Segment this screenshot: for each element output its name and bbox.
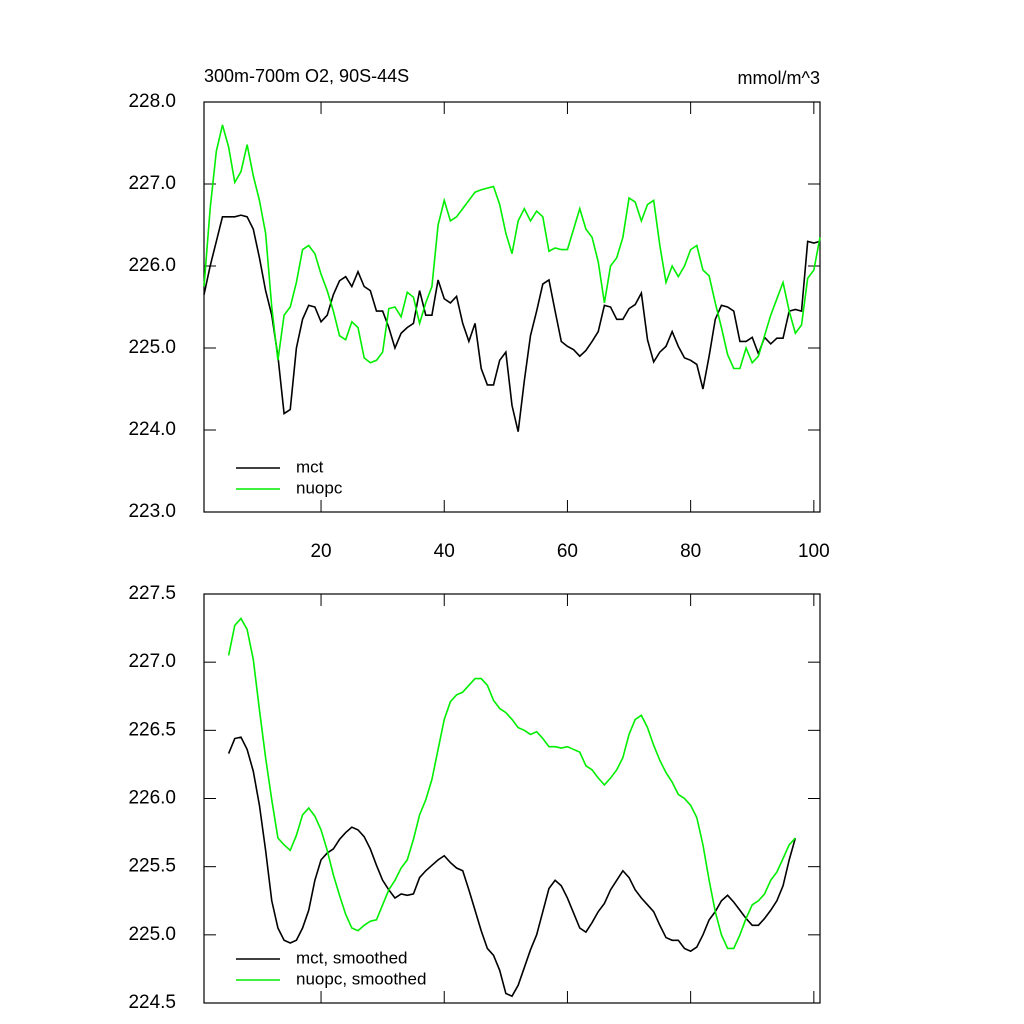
y-tick-label: 226.0: [128, 788, 176, 809]
y-tick-label: 227.0: [128, 173, 176, 194]
x-tick-label: 20: [310, 541, 331, 562]
y-tick-label: 224.0: [128, 419, 176, 440]
y-tick-label: 225.0: [128, 924, 176, 945]
x-tick-label: 60: [557, 541, 578, 562]
y-tick-label: 223.0: [128, 501, 176, 522]
y-tick-label: 228.0: [128, 91, 176, 112]
data-line: [203, 124, 821, 370]
y-tick-label: 224.5: [128, 992, 176, 1013]
data-line: [203, 214, 821, 432]
units-label: mmol/m^3: [738, 68, 820, 88]
plot-frame: [203, 101, 821, 513]
y-tick-label: 225.5: [128, 856, 176, 877]
y-tick-label: 225.0: [128, 337, 176, 358]
y-tick-label: 226.5: [128, 719, 176, 740]
data-line: [227, 736, 797, 998]
y-tick-label: 227.5: [128, 583, 176, 604]
plot-frame: [203, 593, 821, 1004]
y-tick-label: 227.0: [128, 651, 176, 672]
y-tick-label: 226.0: [128, 255, 176, 276]
x-tick-label: 40: [434, 541, 455, 562]
chart-title: 300m-700m O2, 90S-44S: [204, 66, 409, 86]
legend-label: nuopc: [296, 478, 343, 497]
legend-label: mct, smoothed: [296, 948, 408, 967]
data-line: [227, 617, 796, 950]
legend-label: nuopc, smoothed: [296, 969, 426, 988]
legend-label: mct: [296, 457, 324, 476]
x-tick-label: 100: [798, 541, 830, 562]
x-tick-label: 80: [680, 541, 701, 562]
